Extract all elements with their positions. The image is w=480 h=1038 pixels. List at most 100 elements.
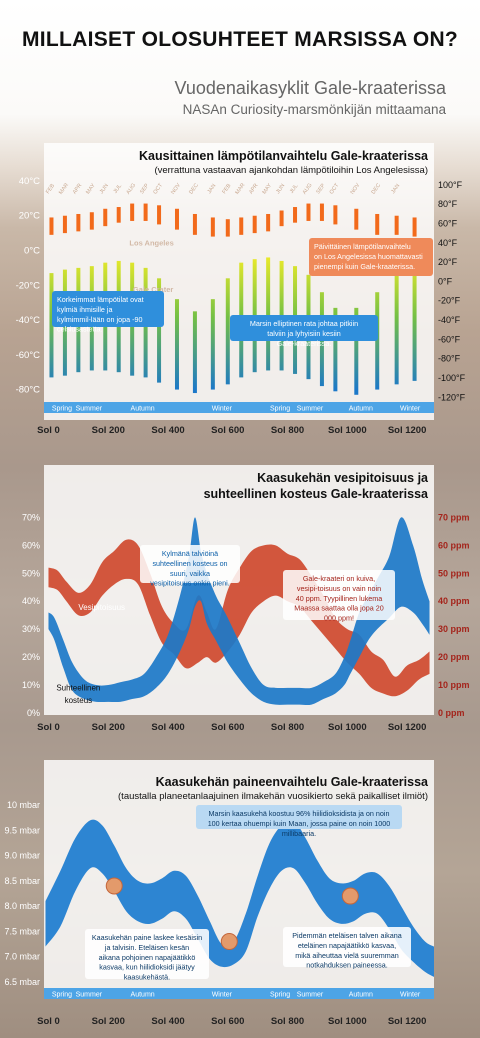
annotation-dry-text: vesipi-toisuus on vain noin [297,584,381,593]
gale-temperature-bar [412,267,417,381]
gale-temperature-bar [157,278,162,383]
y-tick-left: 20°C [19,211,40,222]
y-tick-left: 8.5 mbar [4,876,40,886]
x-tick-label: Sol 0 [37,425,60,436]
y-tick-left: -40°C [16,315,41,326]
x-tick-label: Sol 600 [211,1016,244,1027]
chart-title: Kaasukehän paineenvaihtelu Gale-kraateri… [156,775,429,789]
month-label: AUG [302,182,314,195]
annotation-summer-box [85,929,209,979]
month-label: FEB [45,183,56,195]
month-label: SEP [139,183,150,196]
la-temperature-bar [192,213,197,235]
y-tick-right: 70 ppm [438,512,470,522]
season-label: Spring [270,992,290,999]
y-tick-right: -40°F [438,315,461,325]
gale-temperature-bar [174,299,179,390]
x-tick-label: Sol 800 [271,1016,304,1027]
month-label: NOV [350,182,362,195]
y-tick-left: 6.5 mbar [4,977,40,987]
la-temperature-bar [157,205,162,225]
annotation-summer-text: aikana pohjoinen napajäätikkö [99,953,196,962]
y-tick-left: 7.0 mbar [4,952,40,962]
y-tick-right: 20 ppm [438,652,470,662]
la-temperature-bar [354,208,359,230]
humidity-chart: Kaasukehän vesipitoisuus ja suhteellinen … [22,465,470,733]
annotation-summer-text: kaasukehästä. [124,972,170,981]
x-tick-label: Sol 1200 [388,722,427,733]
annotation-dry-text: Maassa saattaa olla jopa 20 [294,604,384,613]
season-label: Spring [270,406,290,413]
y-tick-left: 8.0 mbar [4,901,40,911]
gale-temperature-bar [210,299,215,390]
chart-title-2: suhteellinen kosteus Gale-kraaterissa [204,487,429,501]
gale-temperature-bar [354,307,359,395]
x-tick-label: Sol 600 [211,425,244,436]
annotation-composition-text: millibaaria. [282,829,316,838]
annotation-dry-text: 40 ppm. Tyypillinen lukema [296,594,383,603]
annotation-winter-text: Pidemmän eteläisen talven aikana [292,931,401,940]
y-tick-right: 60 ppm [438,540,470,550]
month-label: APR [72,183,83,196]
annotation-la-box [309,238,433,276]
y-tick-right: 10 ppm [438,680,470,690]
y-tick-left: 9.0 mbar [4,851,40,861]
month-label: MAR [234,182,246,195]
y-tick-right: 100°F [438,180,463,190]
y-tick-right: -100°F [438,373,466,383]
x-tick-label: Sol 0 [37,1016,60,1027]
y-tick-right: 0 ppm [438,708,465,718]
y-tick-right: 40°F [438,238,458,248]
annotation-winter-text: notkahduksen paineessa. [306,961,388,970]
season-label: Summer [297,406,324,413]
x-tick-label: Sol 0 [37,722,60,733]
month-label: DEC [188,183,200,196]
x-tick-label: Sol 200 [92,722,125,733]
annotation-composition-box [196,805,402,829]
humidity-label-2: kosteus [65,696,93,705]
annotation-summer-text: Kaasukehän paine laskee kesäisin [92,933,202,942]
y-tick-right: 0°F [438,276,453,286]
la-temperature-bar [239,217,244,235]
chart-panel [44,143,434,420]
annotation-winter-text: Kylmänä talviöinä [162,549,218,558]
pressure-marker [341,887,359,905]
y-tick-left: 10% [22,680,40,690]
y-tick-left: 50% [22,568,40,578]
month-label: MAY [262,182,274,195]
la-temperature-bar [103,208,108,227]
month-label: OCT [329,182,341,195]
season-label: Winter [212,992,233,999]
season-label: Summer [76,406,103,413]
annotation-winter-text: suuri, vaikka [170,569,210,578]
x-tick-label: Sol 1000 [328,425,367,436]
y-tick-right: 80°F [438,199,458,209]
annotation-cold-text: celsiusastetta. [57,325,103,334]
x-tick-label: Sol 1000 [328,722,367,733]
y-tick-left: 40% [22,596,40,606]
month-label: JUL [289,183,300,194]
annotation-winter-text: eteläinen napajäätikkö kasvaa, [298,941,396,950]
x-tick-label: Sol 800 [271,722,304,733]
gale-temperature-bar [225,278,230,385]
y-tick-right: -20°F [438,296,461,306]
gale-temperature-bar [192,311,197,394]
season-label: Autumn [349,992,373,999]
season-label: Winter [212,406,233,413]
annotation-cold-text: kylmimmil-lään on jopa -90 [57,315,142,324]
gale-label: Gale Crater [133,285,174,294]
la-temperature-bar [306,203,311,221]
la-temperature-bar [252,215,257,234]
gale-temperature-bar [375,292,380,390]
pressure-marker [220,933,238,951]
x-tick-label: Sol 1200 [388,1016,427,1027]
la-temperature-bar [130,203,135,221]
month-label: NOV [170,182,182,195]
annotation-composition-text: Marsin kaasukehä koostuu 96% hiilidioksi… [209,809,390,818]
x-tick-label: Sol 1000 [328,1016,367,1027]
y-tick-left: -60°C [16,350,41,361]
x-tick-label: Sol 800 [271,425,304,436]
season-strip [44,988,434,999]
la-temperature-bar [76,213,81,232]
y-tick-right: 50 ppm [438,568,470,578]
